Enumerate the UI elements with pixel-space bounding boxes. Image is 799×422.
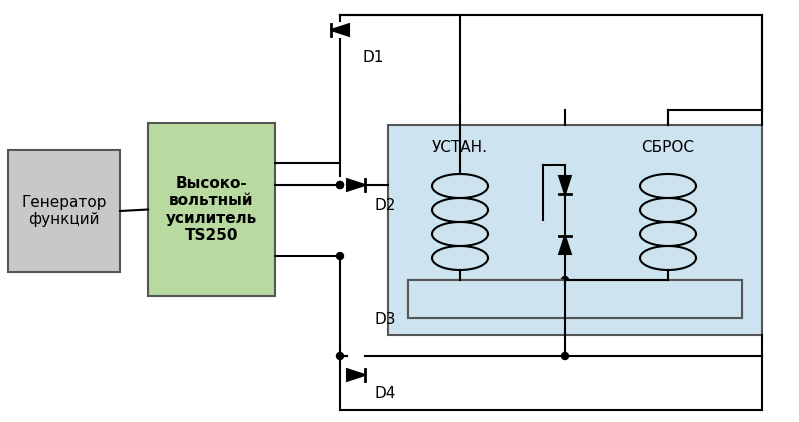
Text: СБРОС: СБРОС [642, 141, 694, 155]
Bar [408, 280, 742, 318]
Circle shape [562, 276, 569, 284]
Circle shape [562, 352, 569, 360]
Circle shape [336, 181, 344, 189]
Text: D1: D1 [362, 51, 384, 65]
Bar [8, 150, 120, 272]
Polygon shape [559, 236, 570, 254]
Bar [148, 123, 275, 296]
Bar [388, 125, 762, 335]
Text: Высоко-
вольтный
усилитель
TS250: Высоко- вольтный усилитель TS250 [166, 176, 257, 243]
Circle shape [336, 181, 344, 189]
Polygon shape [559, 176, 570, 194]
Bar [408, 280, 742, 318]
Text: УСТАН.: УСТАН. [432, 141, 488, 155]
Polygon shape [347, 179, 365, 191]
Circle shape [336, 252, 344, 260]
Text: Генератор
функций: Генератор функций [22, 195, 107, 227]
Polygon shape [347, 369, 365, 381]
Polygon shape [331, 24, 349, 36]
Text: D3: D3 [374, 313, 396, 327]
Text: D4: D4 [374, 386, 396, 400]
Text: D2: D2 [374, 197, 396, 213]
Circle shape [336, 352, 344, 360]
